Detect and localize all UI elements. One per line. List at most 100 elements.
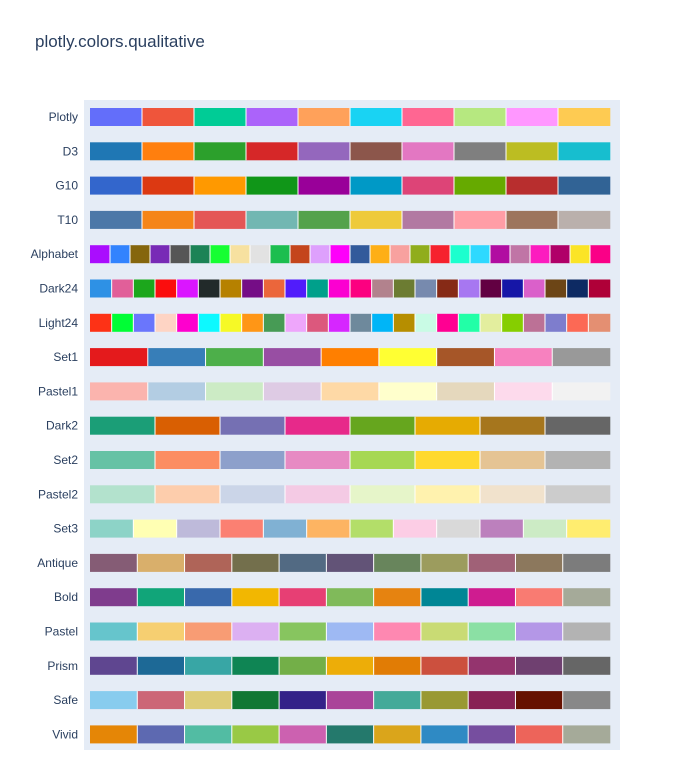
color-swatch[interactable] (545, 451, 611, 469)
color-swatch[interactable] (155, 313, 177, 332)
color-swatch[interactable] (285, 416, 351, 435)
color-swatch[interactable] (263, 519, 307, 538)
color-swatch[interactable] (480, 485, 546, 504)
color-swatch[interactable] (420, 725, 469, 744)
color-swatch[interactable] (402, 108, 455, 126)
color-swatch[interactable] (279, 725, 327, 744)
color-swatch[interactable] (530, 245, 551, 264)
color-swatch[interactable] (458, 313, 481, 332)
color-swatch[interactable] (263, 313, 286, 332)
color-swatch[interactable] (415, 313, 437, 332)
color-swatch[interactable] (350, 142, 403, 161)
color-swatch[interactable] (184, 691, 233, 710)
color-swatch[interactable] (90, 691, 138, 710)
color-swatch[interactable] (562, 553, 611, 572)
color-swatch[interactable] (468, 691, 516, 710)
color-swatch[interactable] (350, 451, 416, 469)
color-swatch[interactable] (231, 656, 280, 675)
color-swatch[interactable] (220, 313, 242, 332)
color-swatch[interactable] (90, 348, 149, 367)
color-swatch[interactable] (506, 176, 559, 195)
color-swatch[interactable] (133, 313, 156, 332)
color-swatch[interactable] (480, 313, 502, 332)
color-swatch[interactable] (480, 519, 524, 538)
color-swatch[interactable] (326, 691, 374, 710)
color-swatch[interactable] (90, 142, 143, 161)
color-swatch[interactable] (468, 656, 516, 675)
color-swatch[interactable] (250, 245, 271, 264)
color-swatch[interactable] (415, 416, 481, 435)
color-swatch[interactable] (545, 279, 567, 298)
color-swatch[interactable] (90, 725, 138, 744)
color-swatch[interactable] (393, 313, 416, 332)
color-swatch[interactable] (494, 348, 553, 367)
color-swatch[interactable] (562, 622, 611, 641)
color-swatch[interactable] (436, 279, 459, 298)
color-swatch[interactable] (350, 519, 394, 538)
color-swatch[interactable] (263, 348, 322, 367)
color-swatch[interactable] (246, 142, 299, 161)
color-swatch[interactable] (184, 553, 233, 572)
color-swatch[interactable] (310, 245, 331, 264)
color-swatch[interactable] (279, 656, 327, 675)
color-swatch[interactable] (494, 382, 553, 401)
color-swatch[interactable] (90, 622, 138, 641)
color-swatch[interactable] (328, 313, 351, 332)
color-swatch[interactable] (155, 279, 177, 298)
color-swatch[interactable] (326, 622, 374, 641)
color-swatch[interactable] (566, 279, 589, 298)
color-swatch[interactable] (263, 382, 322, 401)
color-swatch[interactable] (410, 245, 431, 264)
color-swatch[interactable] (176, 519, 221, 538)
color-swatch[interactable] (155, 451, 221, 469)
color-swatch[interactable] (436, 348, 495, 367)
color-swatch[interactable] (279, 691, 327, 710)
color-swatch[interactable] (515, 622, 564, 641)
color-swatch[interactable] (326, 725, 374, 744)
color-swatch[interactable] (246, 108, 299, 126)
color-swatch[interactable] (545, 313, 567, 332)
color-swatch[interactable] (220, 279, 242, 298)
color-swatch[interactable] (321, 348, 380, 367)
color-swatch[interactable] (420, 691, 469, 710)
color-swatch[interactable] (562, 588, 611, 607)
color-swatch[interactable] (306, 313, 329, 332)
color-swatch[interactable] (458, 279, 481, 298)
color-swatch[interactable] (328, 279, 351, 298)
color-swatch[interactable] (285, 313, 307, 332)
color-swatch[interactable] (263, 279, 286, 298)
color-swatch[interactable] (184, 622, 233, 641)
color-swatch[interactable] (306, 519, 351, 538)
color-swatch[interactable] (133, 279, 156, 298)
color-swatch[interactable] (137, 622, 185, 641)
color-swatch[interactable] (371, 313, 394, 332)
color-swatch[interactable] (373, 588, 422, 607)
color-swatch[interactable] (480, 451, 546, 469)
color-swatch[interactable] (90, 210, 143, 229)
color-swatch[interactable] (133, 519, 177, 538)
color-swatch[interactable] (285, 451, 351, 469)
color-swatch[interactable] (415, 279, 437, 298)
color-swatch[interactable] (402, 176, 455, 195)
color-swatch[interactable] (550, 245, 571, 264)
color-swatch[interactable] (279, 588, 327, 607)
color-swatch[interactable] (515, 553, 564, 572)
color-swatch[interactable] (90, 245, 111, 264)
color-swatch[interactable] (370, 245, 391, 264)
color-swatch[interactable] (231, 725, 280, 744)
color-swatch[interactable] (137, 588, 185, 607)
color-swatch[interactable] (350, 108, 403, 126)
color-swatch[interactable] (190, 245, 211, 264)
color-swatch[interactable] (501, 279, 524, 298)
color-swatch[interactable] (570, 245, 591, 264)
color-swatch[interactable] (506, 142, 559, 161)
color-swatch[interactable] (231, 588, 280, 607)
color-swatch[interactable] (130, 245, 151, 264)
color-swatch[interactable] (490, 245, 511, 264)
color-swatch[interactable] (430, 245, 451, 264)
color-swatch[interactable] (393, 279, 416, 298)
color-swatch[interactable] (147, 382, 206, 401)
color-swatch[interactable] (231, 622, 280, 641)
color-swatch[interactable] (90, 519, 134, 538)
color-swatch[interactable] (298, 176, 351, 195)
